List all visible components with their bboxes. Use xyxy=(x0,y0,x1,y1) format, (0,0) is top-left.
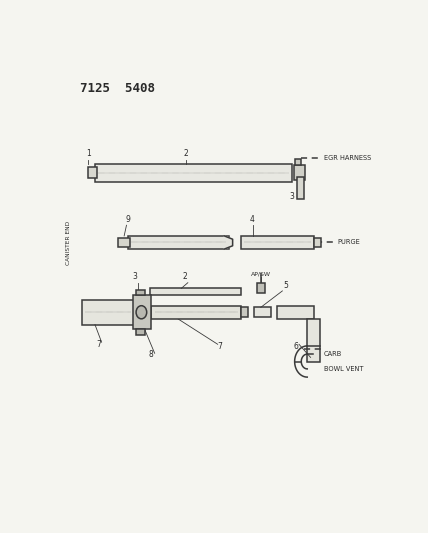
Bar xyxy=(277,306,314,319)
Text: BOWL VENT: BOWL VENT xyxy=(324,366,363,372)
Text: EGR HARNESS: EGR HARNESS xyxy=(324,155,371,160)
Bar xyxy=(294,165,305,180)
Text: 9: 9 xyxy=(126,215,131,224)
Polygon shape xyxy=(224,236,233,249)
Bar xyxy=(294,159,300,165)
Bar xyxy=(254,308,271,317)
Text: 7: 7 xyxy=(217,342,222,351)
Text: CARB: CARB xyxy=(324,351,342,358)
Bar xyxy=(152,306,241,319)
Bar xyxy=(314,238,321,247)
Text: CANISTER END: CANISTER END xyxy=(66,221,71,265)
Bar xyxy=(150,288,241,295)
Text: AP/SW: AP/SW xyxy=(251,271,271,276)
Text: 8: 8 xyxy=(149,350,154,359)
Text: 3: 3 xyxy=(290,192,295,201)
Bar xyxy=(256,282,265,293)
Circle shape xyxy=(136,306,147,319)
Text: 4: 4 xyxy=(250,215,255,224)
Text: 3: 3 xyxy=(132,272,137,281)
Bar xyxy=(307,319,320,361)
Bar xyxy=(88,167,97,179)
Text: 6: 6 xyxy=(293,342,298,351)
Text: PURGE: PURGE xyxy=(337,239,360,246)
Text: 2: 2 xyxy=(184,149,189,158)
Bar xyxy=(241,236,314,249)
Bar xyxy=(241,308,248,317)
Bar xyxy=(137,329,145,335)
Text: 7: 7 xyxy=(96,340,101,349)
Text: 2: 2 xyxy=(182,272,187,281)
Bar xyxy=(137,290,145,295)
Bar xyxy=(297,177,304,199)
Bar xyxy=(128,236,229,249)
Bar xyxy=(118,238,130,247)
Bar xyxy=(133,295,152,329)
Bar xyxy=(82,300,135,325)
Text: 5: 5 xyxy=(283,281,288,289)
Text: 1: 1 xyxy=(86,149,91,158)
Text: 7125  5408: 7125 5408 xyxy=(80,83,155,95)
Bar xyxy=(95,164,292,182)
